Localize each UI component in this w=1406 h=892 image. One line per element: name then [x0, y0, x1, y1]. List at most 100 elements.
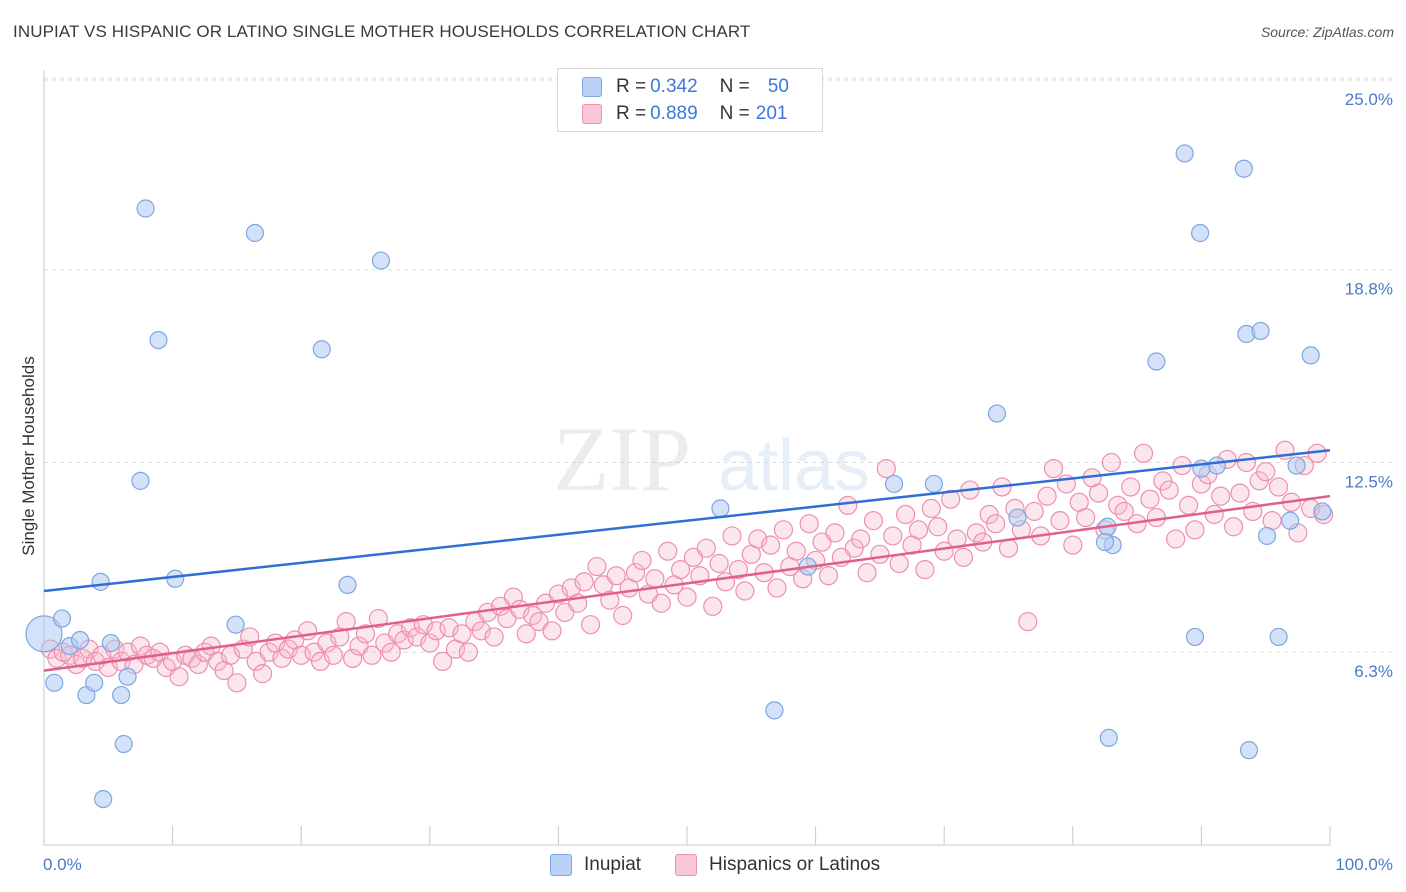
inupiat-point [1099, 728, 1118, 748]
hispanic-point [883, 526, 903, 546]
inupiat-point [1313, 502, 1332, 521]
inupiat-point [1301, 346, 1320, 365]
inupiat-point [1234, 159, 1253, 178]
hispanic-point [516, 624, 536, 644]
hispanic-point [1204, 504, 1224, 525]
legend-r-label: R = [616, 103, 647, 124]
y-axis-label: Single Mother Households [19, 356, 38, 555]
hispanic-point [1236, 452, 1257, 473]
hispanic-point [870, 544, 890, 564]
hispanic-point [323, 645, 343, 665]
inupiat-point [1257, 526, 1277, 546]
inupiat-point [94, 789, 113, 809]
hispanic-point [760, 535, 781, 555]
hispanic-point [420, 633, 440, 653]
bottom-legend-inupiat: Inupiat [550, 852, 641, 878]
zipatlas-watermark: ZIP atlas [553, 408, 870, 510]
hispanic-point [362, 645, 382, 665]
hispanic-point [606, 566, 626, 586]
hispanic-point [728, 559, 749, 580]
hispanic-point [838, 495, 858, 515]
hispanic-point [188, 654, 208, 675]
inupiat-point [1251, 321, 1270, 341]
hispanic-point [953, 547, 974, 567]
hispanic-point [1166, 529, 1186, 549]
series-inupiat-points [25, 144, 1332, 809]
legend-swatch-inupiat [582, 77, 602, 97]
legend-row-inupiat: R = 0.342 N = 50 [582, 74, 789, 100]
hispanic-point [1133, 443, 1154, 463]
inupiat-point [226, 615, 245, 634]
inupiat-point [1281, 511, 1300, 530]
inupiat-point [1095, 532, 1115, 552]
hispanic-point [574, 572, 594, 592]
hispanic-point [1121, 477, 1141, 497]
inupiat-point [25, 615, 63, 653]
hispanic-point [889, 553, 909, 574]
legend-row-hispanic: R = 0.889 N = 201 [582, 101, 787, 127]
inupiat-point [1185, 627, 1205, 647]
hispanic-point [658, 541, 678, 561]
hispanic-point [169, 667, 189, 687]
hispanic-point [645, 569, 665, 589]
inupiat-point [70, 630, 90, 650]
inupiat-point [371, 251, 391, 270]
axes [43, 70, 1331, 846]
bottom-legend-label-hispanic: Hispanics or Latinos [709, 854, 881, 875]
chart-title: INUPIAT VS HISPANIC OR LATINO SINGLE MOT… [13, 22, 751, 41]
x-tick-label: 0.0% [43, 855, 82, 874]
inupiat-point [765, 701, 784, 720]
inupiat-point [884, 474, 904, 494]
inupiat-point [1175, 144, 1194, 163]
hispanic-point [825, 523, 845, 543]
watermark-zip: ZIP [553, 408, 691, 510]
inupiat-point [1287, 456, 1306, 475]
watermark-atlas: atlas [718, 426, 870, 506]
hispanic-point [651, 593, 671, 613]
inupiat-point [1269, 627, 1288, 647]
inupiat-point [131, 471, 150, 490]
hispanic-point [1050, 511, 1070, 531]
inupiat-point [338, 575, 357, 595]
hispanic-point [1043, 459, 1064, 479]
hispanic-point [458, 642, 478, 662]
x-tick-label: 100.0% [1335, 855, 1393, 874]
hispanic-point [1088, 483, 1109, 503]
y-tick-label: 18.8% [1345, 280, 1393, 299]
hispanic-point [542, 621, 562, 641]
legend-r-value: 0.342 [650, 76, 698, 97]
hispanic-point [908, 520, 929, 540]
y-tick-label: 6.3% [1354, 662, 1393, 681]
legend-n-value: 50 [767, 76, 789, 97]
hispanic-point [1159, 480, 1179, 500]
hispanic-point [786, 541, 806, 561]
hispanic-point [1256, 462, 1276, 482]
inupiat-point [118, 667, 137, 686]
hispanic-point [767, 578, 787, 598]
hispanic-point [1268, 477, 1289, 497]
inupiat-point [1207, 456, 1226, 475]
hispanic-point [632, 550, 652, 571]
y-tick-label: 25.0% [1345, 90, 1393, 109]
inupiat-point [166, 569, 185, 588]
hispanic-point [368, 608, 388, 629]
inupiat-point [312, 340, 331, 359]
hispanic-point [1037, 486, 1057, 506]
legend-n-label: N = [719, 76, 750, 97]
hispanic-point [857, 563, 877, 583]
inupiat-point [85, 673, 104, 692]
legend-n-value: 201 [755, 103, 788, 124]
hispanic-point [1024, 501, 1044, 522]
hispanic-point [227, 673, 247, 693]
hispanic-point [773, 520, 794, 540]
hispanic-point [863, 511, 884, 531]
hispanic-point [1018, 612, 1038, 632]
inupiat-point [1008, 508, 1027, 527]
inupiat-point [136, 199, 155, 218]
hispanic-trend-line [43, 494, 1331, 672]
hispanic-point [703, 596, 723, 616]
hispanic-point [355, 624, 376, 644]
hispanic-point [452, 624, 472, 644]
inupiat-point [1239, 741, 1259, 760]
inupiat-trend-line [43, 449, 1331, 593]
